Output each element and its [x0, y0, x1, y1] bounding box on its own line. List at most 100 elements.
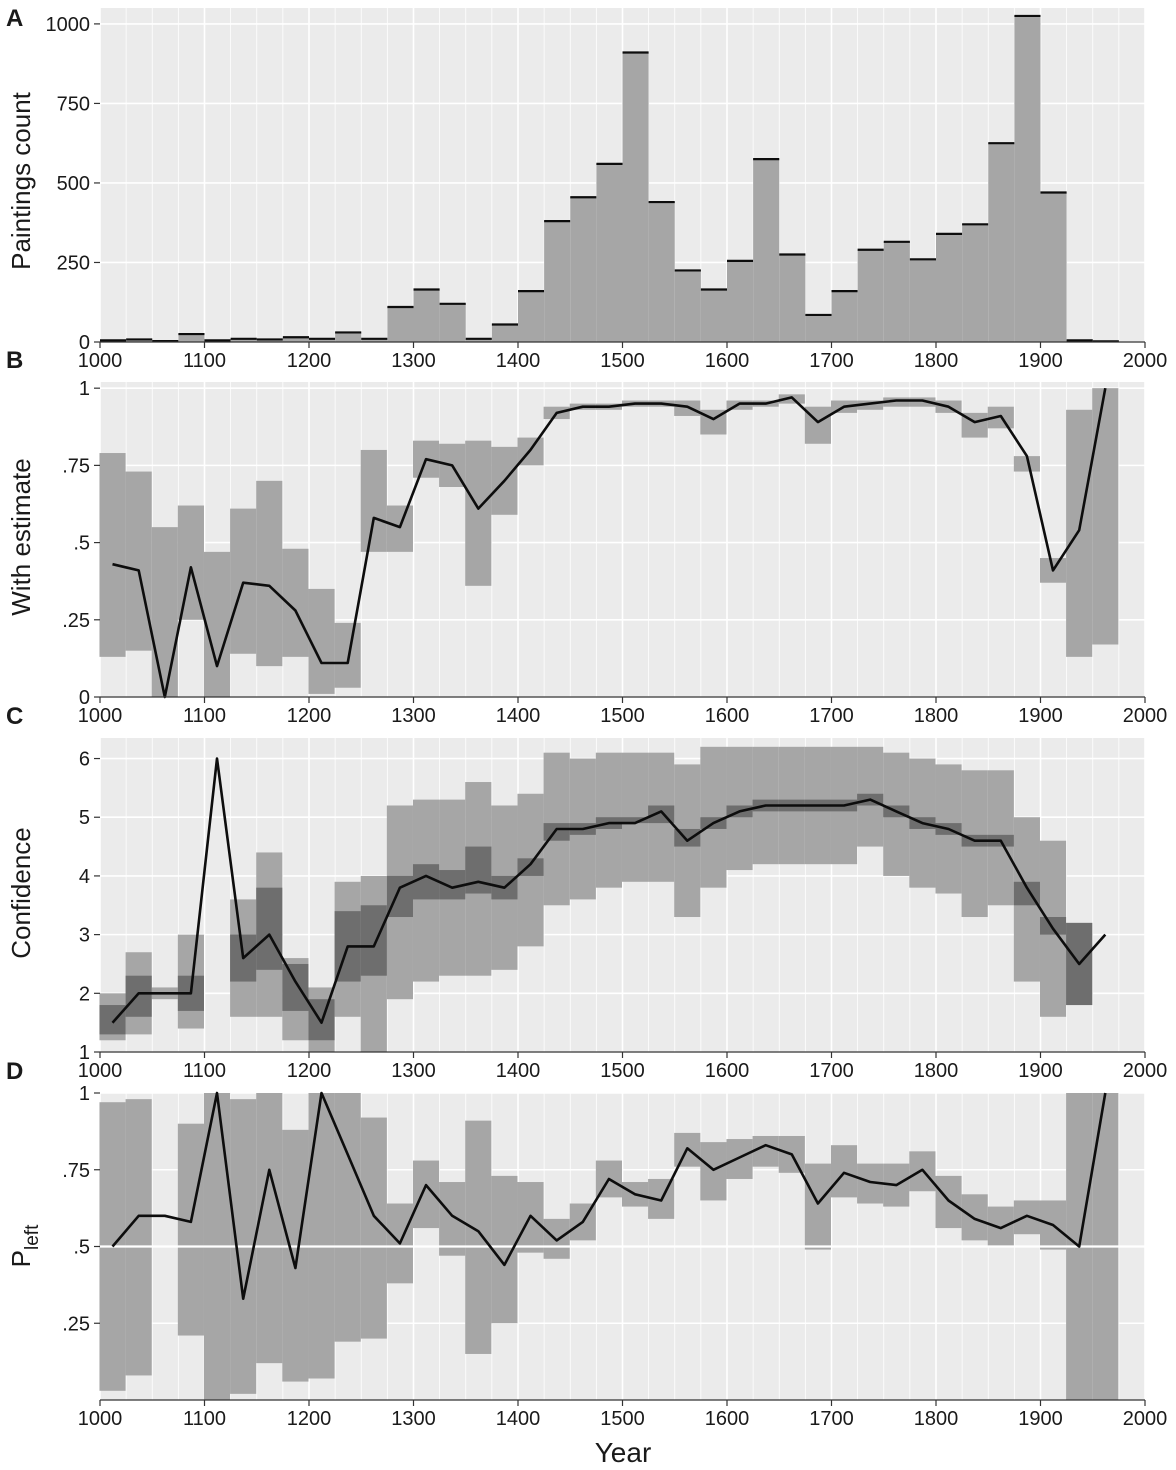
ci-band	[1066, 409, 1093, 657]
panel-b: B With estimate 1000 1100 1200 1300 1400 1500…	[6, 347, 1167, 727]
bar	[1014, 15, 1041, 342]
y-axis-title-main: P	[6, 1250, 36, 1267]
y-axis-title-subscript: left	[22, 1224, 43, 1250]
ci-band	[256, 1093, 283, 1364]
ci-band	[674, 400, 701, 416]
x-tick-label: 1000	[78, 1408, 123, 1430]
y-tick-label: 6	[79, 749, 90, 771]
x-tick-label: 1900	[1018, 350, 1063, 372]
band-inner	[412, 864, 440, 900]
bar	[309, 338, 336, 342]
x-tick-label: 1700	[809, 350, 854, 372]
panel-letter: A	[6, 5, 23, 32]
x-tick-label: 1800	[914, 1408, 959, 1430]
x-tick-label: 2000	[1123, 1408, 1168, 1430]
x-tick-label: 1400	[496, 705, 541, 727]
ci-band	[1013, 456, 1040, 472]
x-tick-label: 1900	[1018, 1408, 1063, 1430]
ci-band	[308, 1093, 335, 1379]
y-tick-label: .25	[62, 1313, 90, 1335]
ci-band	[386, 505, 413, 552]
x-tick-label: 1900	[1018, 1060, 1063, 1082]
x-tick-label: 1400	[496, 1060, 541, 1082]
x-tick-label: 1200	[287, 1060, 332, 1082]
x-tick-label: 1500	[600, 350, 645, 372]
ci-band	[1013, 1200, 1040, 1235]
bar	[857, 249, 884, 342]
x-tick-label: 1000	[78, 1060, 123, 1082]
band-inner	[99, 1005, 126, 1035]
band-inner	[543, 823, 570, 841]
ci-band	[360, 1117, 387, 1339]
x-tick-label: 1500	[600, 705, 645, 727]
axes: 1000 1100 1200 1300 1400 1500 1600 1700 1800 1900…	[62, 1083, 1167, 1430]
ci-band	[700, 1142, 727, 1201]
bar	[700, 289, 727, 342]
bar	[256, 339, 283, 342]
bar	[544, 221, 571, 342]
y-tick-label: 1	[79, 378, 90, 400]
band-inner	[282, 963, 309, 1011]
x-tick-label: 2000	[1123, 1060, 1168, 1082]
x-tick-label: 1600	[705, 1060, 750, 1082]
panel-c: C Confidence 1000 1100 1200 1300 1400 1500 160…	[6, 703, 1167, 1082]
x-tick-label: 1900	[1018, 705, 1063, 727]
y-tick-label: 1	[79, 1042, 90, 1064]
y-tick-label: 500	[57, 173, 90, 195]
x-tick-label: 1400	[496, 350, 541, 372]
ci-band	[726, 400, 753, 410]
y-tick-label: 5	[79, 807, 90, 829]
ci-band	[987, 1206, 1014, 1247]
x-tick-label: 1800	[914, 705, 959, 727]
x-tick-label: 2000	[1123, 705, 1168, 727]
x-axis-title: Year	[595, 1437, 652, 1468]
ci-band	[177, 1123, 204, 1336]
ci-band	[308, 588, 335, 694]
band-inner	[360, 905, 387, 976]
x-tick-label: 1100	[183, 1060, 226, 1082]
y-tick-label: .5	[73, 1237, 90, 1259]
bar	[230, 338, 257, 342]
x-tick-label: 1200	[287, 705, 332, 727]
series-line	[111, 757, 1107, 1025]
x-tick-label: 1400	[496, 1408, 541, 1430]
axes: 1000 1100 1200 1300 1400 1500 1600 1700 1800 1900…	[46, 14, 1168, 372]
x-tick-label: 1800	[914, 350, 959, 372]
panel-d: D Pleft Year 1000 1100 1200 1300 1400 1500 160…	[6, 1058, 1167, 1468]
ci-band	[465, 440, 492, 586]
bar	[727, 260, 754, 342]
bar	[518, 291, 545, 342]
bar	[883, 241, 910, 342]
x-tick-label: 1100	[183, 705, 226, 727]
y-tick-label: 1000	[46, 14, 91, 36]
panel-a: A Paintings count 1000 1100 1200 1300 1400 15…	[6, 5, 1167, 372]
y-tick-label: 250	[57, 252, 90, 274]
band-inner	[256, 887, 283, 970]
bar	[936, 233, 963, 342]
bar	[335, 332, 362, 342]
bar	[622, 52, 649, 343]
x-tick-label: 1700	[809, 705, 854, 727]
ci-band	[883, 397, 910, 407]
ci-band	[125, 1099, 152, 1376]
ci-band	[857, 400, 884, 410]
ci-band	[465, 1120, 492, 1354]
x-tick-label: 1800	[914, 1060, 959, 1082]
bar	[282, 337, 309, 342]
ci-band	[439, 1182, 466, 1256]
ci-band	[909, 397, 936, 407]
bar	[988, 143, 1015, 342]
x-tick-label: 1000	[78, 350, 123, 372]
ci-band	[203, 551, 231, 697]
x-tick-label: 1600	[705, 350, 750, 372]
bar	[361, 338, 388, 342]
y-tick-label: 3	[79, 925, 90, 947]
bar	[962, 224, 989, 342]
series-line	[112, 387, 1107, 699]
bar	[909, 259, 936, 342]
bars	[100, 14, 1119, 343]
y-tick-label: 1	[79, 1083, 90, 1105]
bar	[465, 338, 492, 342]
axes: 1000 1100 1200 1300 1400 1500 1600 1700 1800 1900…	[78, 749, 1168, 1082]
panel-letter: B	[6, 347, 23, 374]
